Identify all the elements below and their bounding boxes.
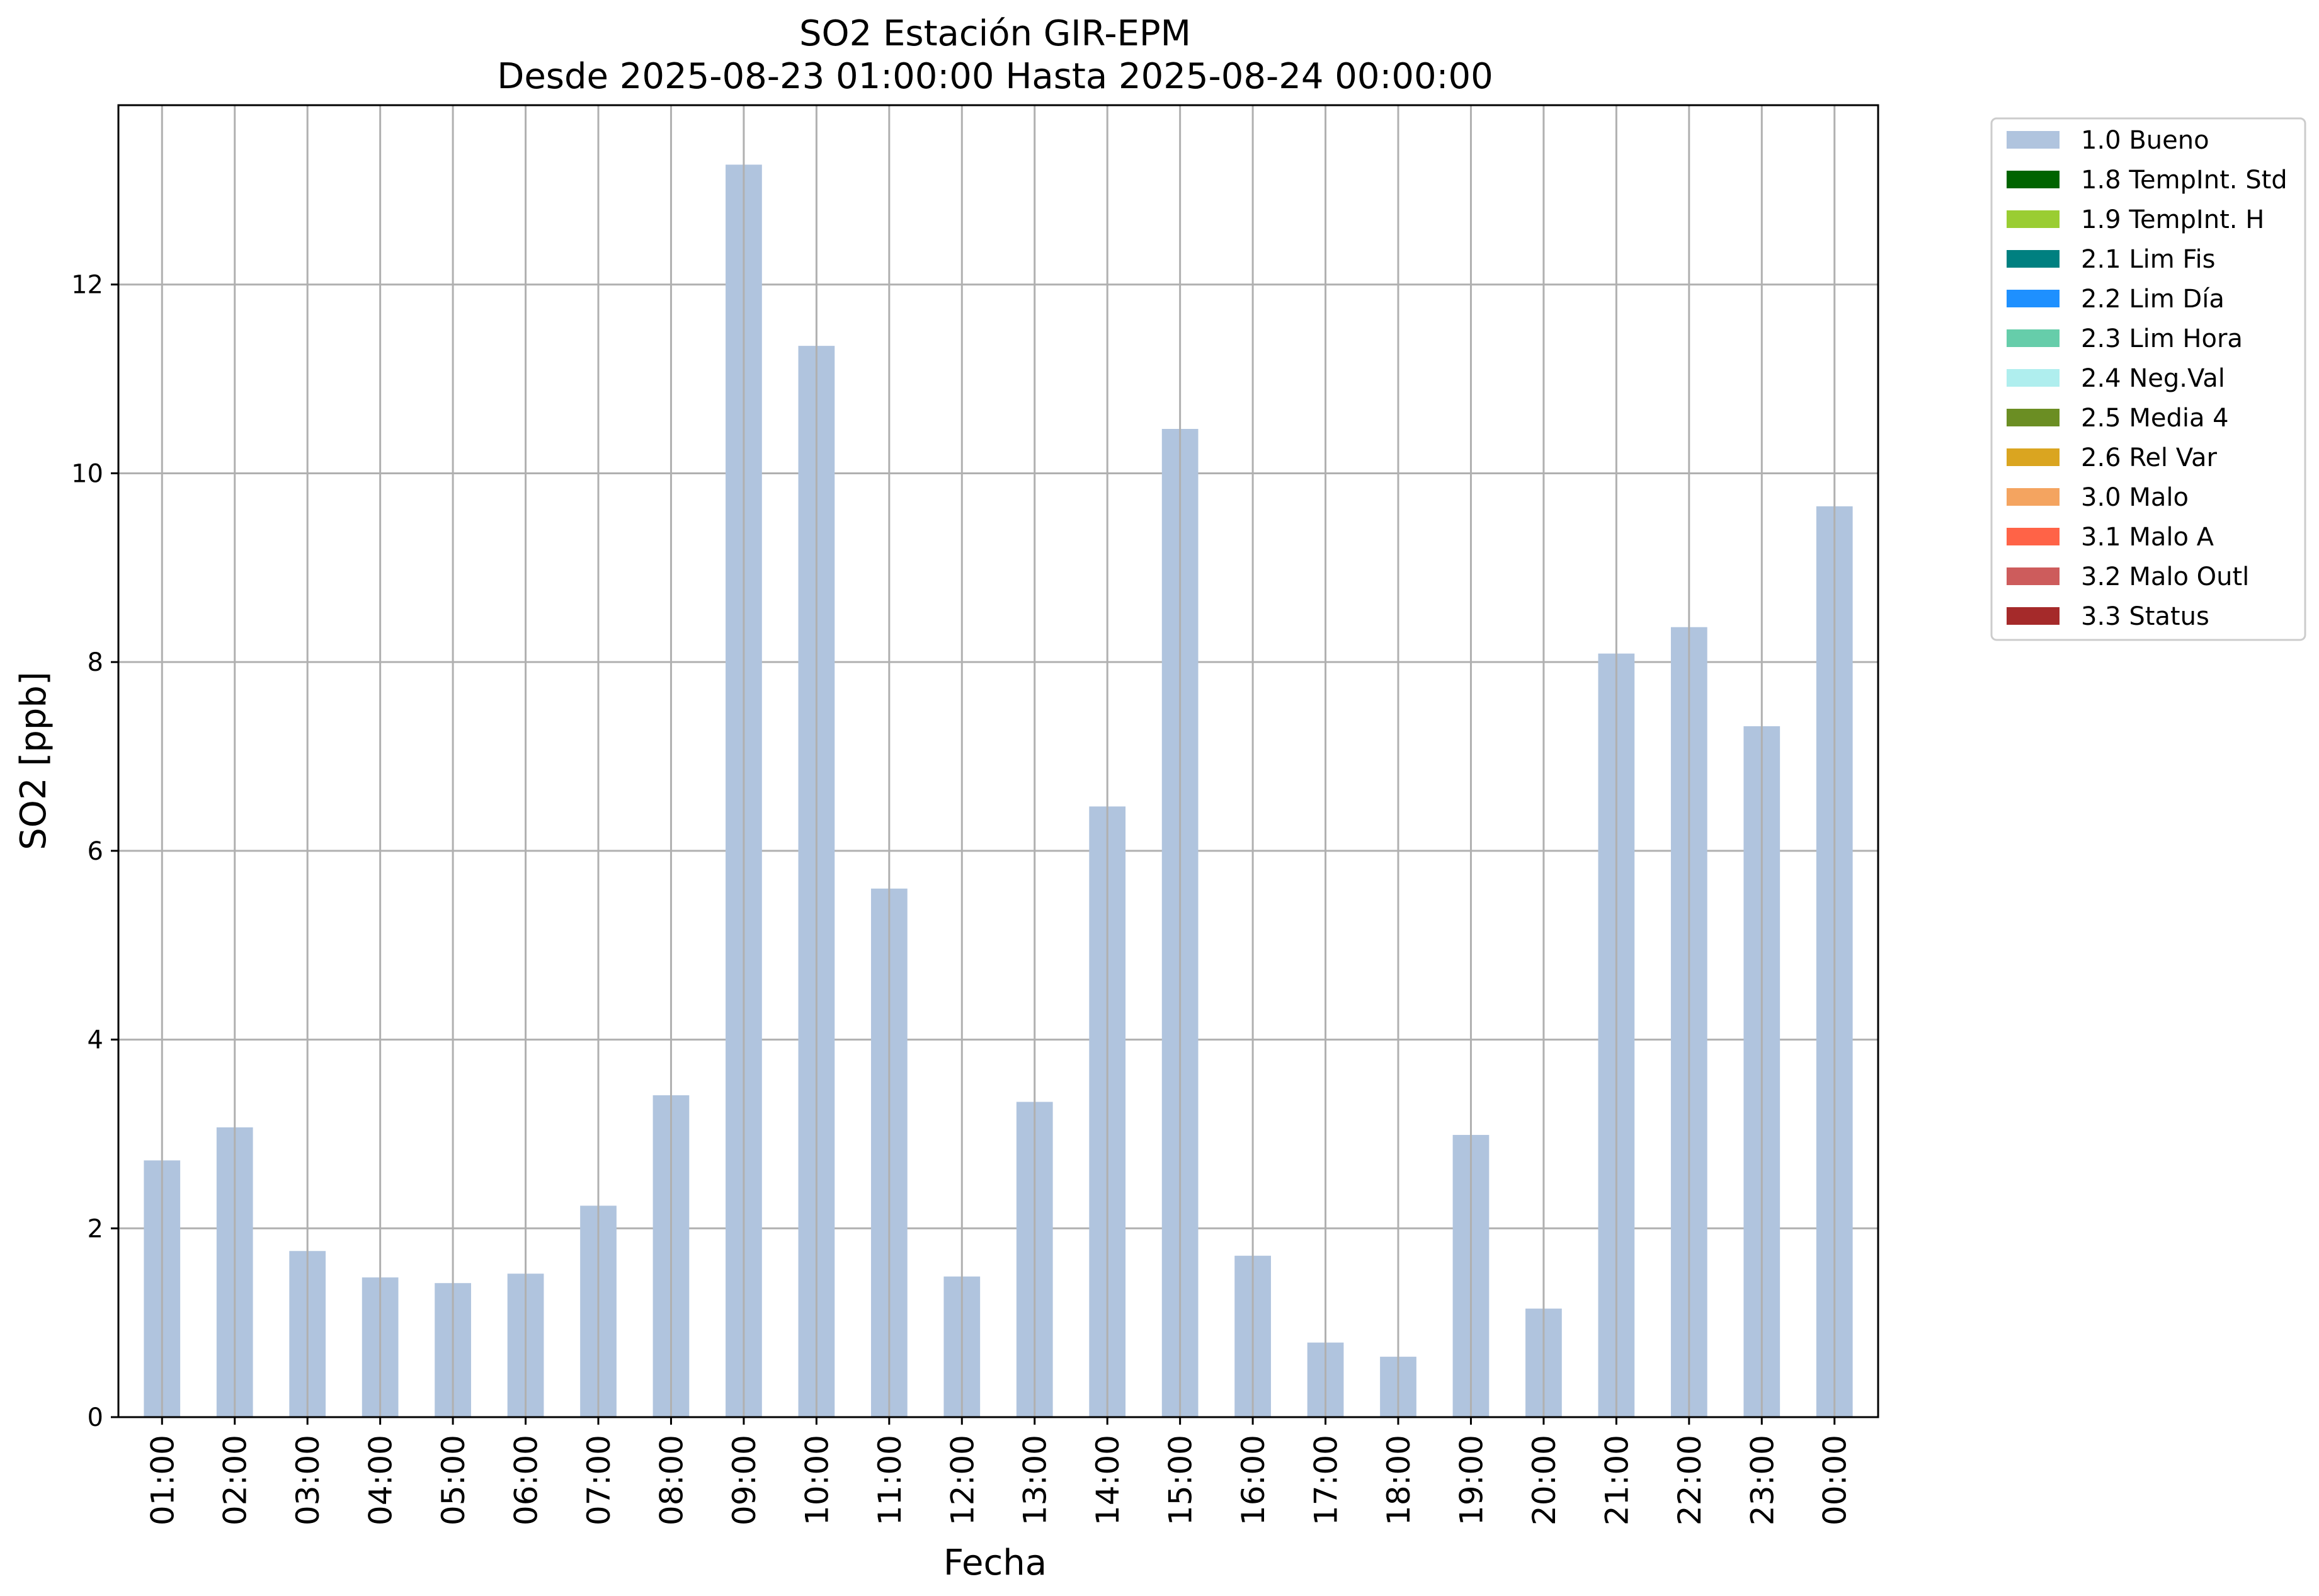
chart-title: SO2 Estación GIR-EPM (799, 13, 1191, 54)
legend-swatch (2007, 567, 2060, 585)
x-tick-label: 10:00 (799, 1435, 835, 1525)
legend-swatch (2007, 528, 2060, 545)
x-tick-label: 21:00 (1598, 1435, 1635, 1525)
x-tick-label: 05:00 (435, 1435, 472, 1525)
legend-label: 3.3 Status (2081, 602, 2209, 631)
y-tick-label: 0 (88, 1403, 103, 1432)
legend-swatch (2007, 250, 2060, 268)
y-tick-label: 4 (88, 1026, 103, 1055)
y-tick-label: 2 (88, 1214, 103, 1243)
vertical-grid (161, 105, 1836, 1417)
legend-label: 2.2 Lim Día (2081, 285, 2225, 314)
legend-swatch (2007, 131, 2060, 149)
legend-label: 2.5 Media 4 (2081, 404, 2229, 433)
x-tick-label: 08:00 (653, 1435, 690, 1525)
x-tick-label: 06:00 (508, 1435, 545, 1525)
legend-swatch (2007, 448, 2060, 466)
y-tick-label: 12 (71, 271, 103, 300)
x-tick-label: 01:00 (144, 1435, 181, 1525)
legend-swatch (2007, 171, 2060, 188)
x-tick-label: 20:00 (1526, 1435, 1563, 1525)
legend-swatch (2007, 290, 2060, 307)
x-tick-label: 04:00 (363, 1435, 399, 1525)
legend-items: 1.0 Bueno 1.8 TempInt. Std 1.9 TempInt. H 2… (2007, 126, 2288, 631)
x-tick-label: 09:00 (726, 1435, 763, 1525)
x-tick-label: 13:00 (1017, 1435, 1054, 1525)
legend-label: 1.8 TempInt. Std (2081, 166, 2288, 195)
x-tick-label: 15:00 (1163, 1435, 1199, 1525)
legend-label: 2.6 Rel Var (2081, 443, 2218, 472)
x-tick-label: 18:00 (1381, 1435, 1417, 1525)
x-tick-label: 22:00 (1672, 1435, 1708, 1525)
legend-label: 1.9 TempInt. H (2081, 205, 2264, 234)
x-axis-label: Fecha (943, 1542, 1047, 1583)
legend-swatch (2007, 210, 2060, 228)
x-tick-label: 14:00 (1090, 1435, 1126, 1525)
y-axis-label: SO2 [ppb] (13, 671, 54, 850)
plot-frame (117, 104, 1879, 1418)
legend-swatch (2007, 409, 2060, 426)
legend-label: 3.0 Malo (2081, 483, 2189, 512)
legend-swatch (2007, 607, 2060, 625)
x-tick-label: 16:00 (1235, 1435, 1272, 1525)
chart-subtitle: Desde 2025-08-23 01:00:00 Hasta 2025-08-… (497, 56, 1493, 97)
y-tick-label: 10 (71, 459, 103, 488)
y-tick-label: 8 (88, 648, 103, 677)
x-tick-label: 11:00 (872, 1435, 908, 1525)
x-axis-ticks: 01:00 02:00 03:00 04:00 05:00 06:00 07:00 08:00… (144, 1417, 1854, 1525)
x-tick-label: 19:00 (1453, 1435, 1490, 1525)
legend-swatch (2007, 329, 2060, 347)
legend-label: 1.0 Bueno (2081, 126, 2209, 155)
legend-label: 2.3 Lim Hora (2081, 324, 2243, 353)
legend: 1.0 Bueno 1.8 TempInt. Std 1.9 TempInt. H 2… (1990, 117, 2306, 641)
legend-label: 3.1 Malo A (2081, 523, 2214, 552)
legend-swatch (2007, 369, 2060, 387)
x-tick-label: 17:00 (1308, 1435, 1345, 1525)
legend-swatch (2007, 488, 2060, 506)
y-axis-ticks: 0 2 4 6 8 10 12 (71, 271, 118, 1432)
y-tick-label: 6 (88, 837, 103, 866)
legend-label: 2.4 Neg.Val (2081, 364, 2225, 393)
x-tick-label: 00:00 (1817, 1435, 1854, 1525)
legend-box (1990, 117, 2306, 641)
x-tick-label: 12:00 (944, 1435, 981, 1525)
legend-label: 2.1 Lim Fis (2081, 245, 2215, 274)
grid (118, 283, 1878, 1418)
legend-label: 3.2 Malo Outl (2081, 562, 2249, 591)
x-tick-label: 03:00 (290, 1435, 326, 1525)
x-tick-label: 07:00 (581, 1435, 617, 1525)
x-tick-label: 02:00 (217, 1435, 254, 1525)
x-tick-label: 23:00 (1744, 1435, 1781, 1525)
